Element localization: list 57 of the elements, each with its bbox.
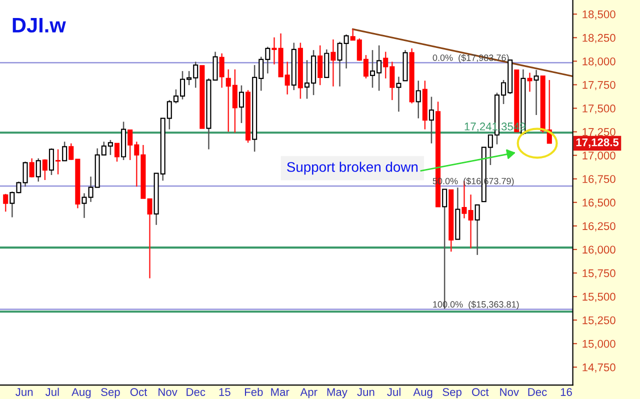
x-tick-label: May bbox=[327, 388, 348, 398]
candlestick bbox=[36, 158, 41, 182]
x-tick-label: 15 bbox=[219, 388, 230, 396]
y-tick-label: 16,750 bbox=[582, 175, 616, 184]
y-tick-label: 15,500 bbox=[582, 292, 616, 302]
x-tick-label: Oct bbox=[130, 388, 148, 396]
candlestick bbox=[3, 193, 8, 212]
candlestick bbox=[29, 158, 34, 178]
y-tick-label: 17,000 bbox=[582, 152, 616, 161]
y-tick-label: 18,000 bbox=[582, 57, 616, 67]
y-tick-label: 15,000 bbox=[582, 340, 616, 350]
x-tick-label: Apr bbox=[300, 388, 318, 398]
candlestick bbox=[416, 80, 421, 119]
candlestick bbox=[330, 38, 336, 88]
y-tick-label: 14,750 bbox=[582, 363, 616, 373]
y-tick-label: 17,750 bbox=[582, 80, 616, 90]
y-tick-label: 17,500 bbox=[582, 104, 616, 114]
x-tick-label: Jul bbox=[387, 388, 400, 396]
x-tick-label: 16 bbox=[560, 388, 572, 396]
annotation: Support broken down bbox=[287, 162, 418, 175]
x-tick-label: Jun bbox=[357, 388, 374, 396]
y-tick-label: 17,250 bbox=[582, 128, 616, 138]
x-tick-label: Sep bbox=[442, 388, 462, 398]
x-tick-label: Aug bbox=[413, 388, 432, 398]
x-tick-label: Dec bbox=[528, 388, 547, 396]
candlestick bbox=[114, 142, 120, 162]
candlestick bbox=[238, 84, 244, 124]
candlestick bbox=[534, 69, 539, 116]
x-tick-label: Aug bbox=[72, 388, 91, 398]
x-tick-label: Mar bbox=[271, 388, 290, 396]
x-tick-label: Feb bbox=[244, 388, 263, 396]
x-tick-label: Jul bbox=[45, 388, 59, 396]
x-tick-label: Oct bbox=[472, 388, 489, 396]
text: DJI.w bbox=[12, 18, 66, 33]
y-tick-label: 15,250 bbox=[582, 316, 616, 326]
candlestick bbox=[48, 148, 54, 176]
x-tick-label: Nov bbox=[500, 388, 519, 396]
y-tick-label: 18,500 bbox=[582, 10, 616, 20]
x-tick-label: Jun bbox=[16, 388, 33, 396]
candlestick bbox=[219, 52, 224, 88]
x-tick-label: Sep bbox=[101, 388, 120, 398]
y-tick-label: 15,750 bbox=[582, 269, 616, 278]
candlestick bbox=[42, 158, 48, 181]
candlestick bbox=[527, 72, 532, 92]
annotation: 17,128.5 bbox=[576, 138, 619, 148]
candlestick bbox=[474, 204, 480, 256]
y-tick-label: 16,250 bbox=[582, 222, 616, 232]
x-tick-label: Nov bbox=[158, 388, 178, 396]
y-tick-label: 16,500 bbox=[582, 198, 616, 208]
x-tick-label: Dec bbox=[186, 388, 206, 396]
y-tick-label: 16,000 bbox=[582, 246, 616, 255]
candlestick bbox=[56, 148, 61, 175]
candlestick bbox=[428, 96, 434, 144]
y-tick-label: 18,250 bbox=[582, 34, 616, 44]
candlestick bbox=[396, 76, 402, 112]
candlestick bbox=[318, 44, 323, 86]
candlestick bbox=[62, 141, 68, 162]
